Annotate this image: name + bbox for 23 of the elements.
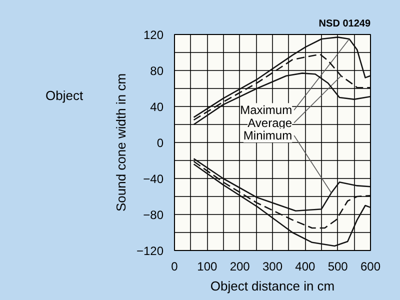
x-tick-label: 300 — [262, 260, 283, 274]
x-tick-label: 500 — [328, 260, 348, 274]
series-label: Maximum — [240, 103, 292, 118]
y-tick-label: 80 — [150, 64, 164, 78]
y-tick-label: −80 — [143, 208, 164, 222]
y-tick-label: 0 — [156, 136, 164, 150]
text: Average — [248, 116, 292, 130]
text: NSD 01249 — [318, 18, 371, 30]
y-tick-label: −120 — [136, 244, 164, 258]
x-tick-label: 600 — [360, 260, 381, 274]
x-tick-label: 100 — [197, 260, 218, 274]
line-series — [193, 36, 370, 118]
text: Minimum — [243, 128, 292, 143]
text: Object — [46, 88, 84, 104]
y-tick-label: −40 — [143, 172, 164, 186]
y-axis-title: Sound cone width in cm — [113, 73, 128, 212]
x-axis-title: Object distance in cm — [210, 278, 335, 294]
x-tick-label: 400 — [295, 260, 316, 274]
y-tick-label: 120 — [143, 28, 164, 42]
line-series — [193, 163, 370, 247]
x-tick-label: 0 — [171, 260, 178, 274]
y-tick-label: 40 — [150, 100, 164, 114]
x-tick-label: 200 — [230, 260, 250, 274]
